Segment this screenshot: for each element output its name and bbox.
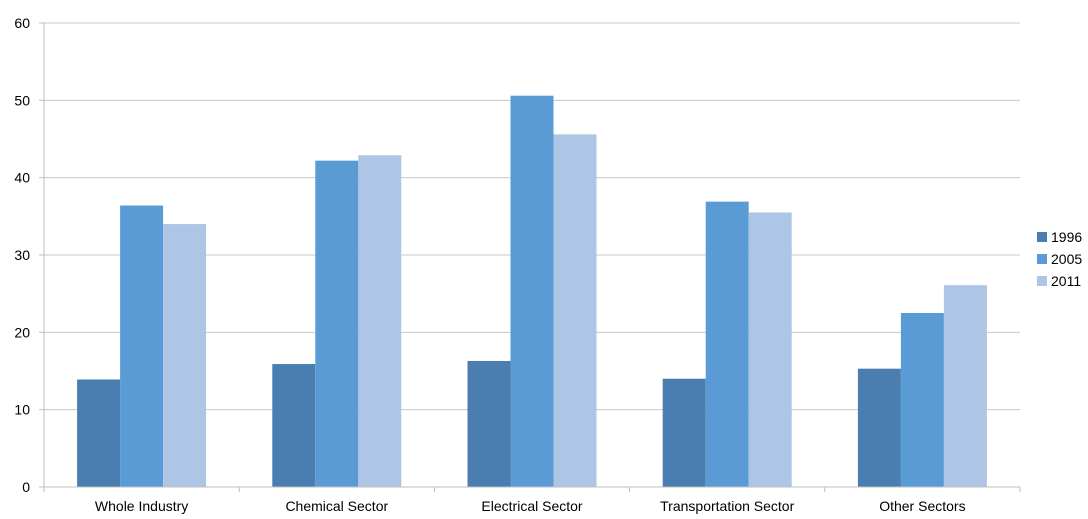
legend-label-2005: 2005: [1051, 251, 1082, 267]
bar-2005: [120, 205, 164, 488]
bar-1996: [272, 364, 316, 487]
bar-2005: [900, 313, 944, 487]
x-category-label: Chemical Sector: [285, 498, 388, 514]
bar-2011: [748, 212, 792, 487]
y-tick-label: 60: [14, 15, 30, 31]
bar-1996: [77, 379, 121, 487]
legend: 1996 2005 2011: [1037, 229, 1082, 289]
legend-label-2011: 2011: [1051, 273, 1081, 289]
legend-swatch-2005: [1037, 254, 1047, 264]
y-tick-label: 50: [14, 92, 30, 108]
bar-2005: [705, 201, 749, 487]
y-tick-label: 0: [22, 479, 30, 495]
bar-2005: [315, 160, 359, 488]
bars: [77, 95, 987, 488]
axes: 0 10 20 30 40 50 60 Whole Industry Chemical Sect…: [14, 15, 1021, 514]
bar-1996: [662, 378, 706, 487]
bar-2005: [510, 95, 554, 488]
bar-2011: [943, 285, 987, 487]
bar-2011: [553, 134, 597, 488]
legend-swatch-1996: [1037, 232, 1047, 242]
y-tick-label: 10: [14, 402, 30, 418]
bar-1996: [467, 360, 511, 487]
legend-swatch-2011: [1037, 276, 1047, 286]
y-tick-label: 20: [14, 324, 30, 340]
legend-label-1996: 1996: [1051, 229, 1082, 245]
x-category-label: Electrical Sector: [481, 498, 582, 514]
x-category-label: Other Sectors: [879, 498, 965, 514]
bar-2011: [358, 155, 402, 488]
x-category-label: Whole Industry: [95, 498, 188, 514]
x-category-label: Transportation Sector: [660, 498, 794, 514]
y-tick-label: 40: [14, 170, 30, 186]
bar-1996: [857, 368, 901, 487]
y-tick-label: 30: [14, 247, 30, 263]
bar-2011: [163, 224, 207, 488]
